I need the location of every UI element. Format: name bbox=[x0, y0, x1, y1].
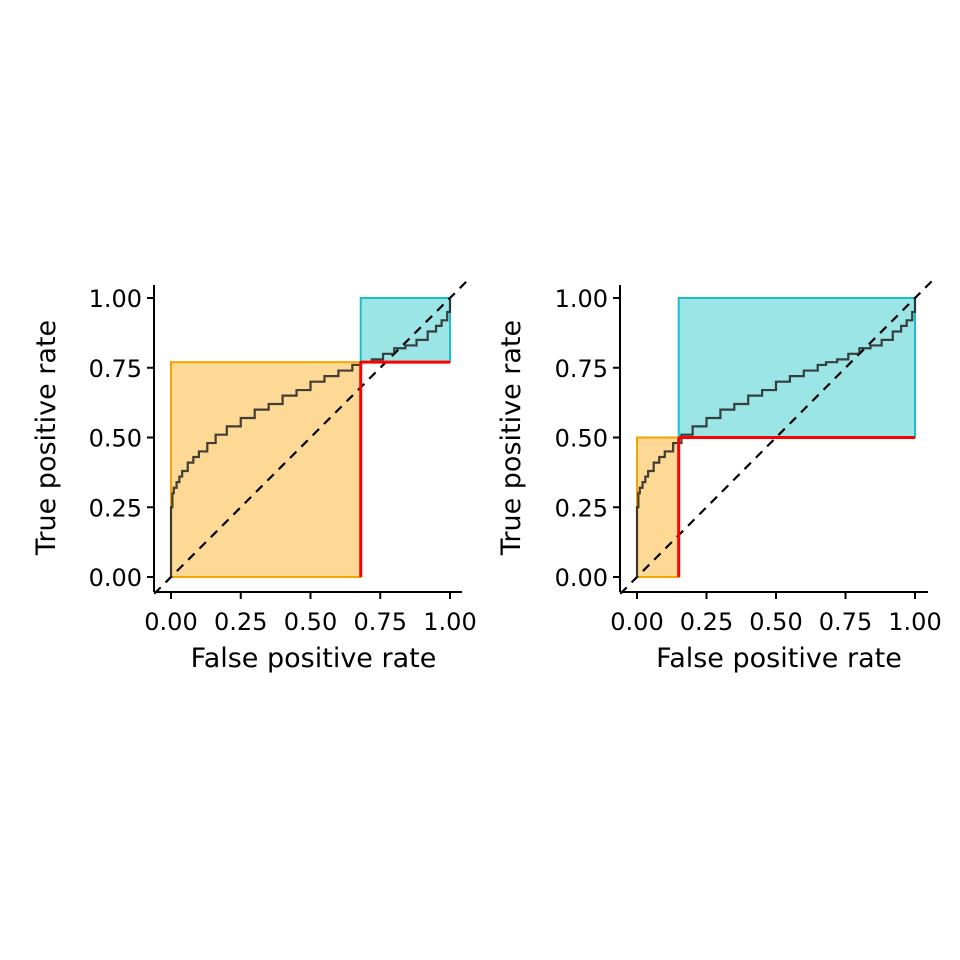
roc-curve bbox=[635, 298, 917, 577]
roc-panel-2: 0.00 0.25 0.50 0.75 1.00 0.00 0.25 0.50 0.75 1.00… bbox=[496, 280, 942, 674]
y-tick-label: 0.75 bbox=[89, 355, 142, 383]
x-tick-label: 1.00 bbox=[423, 608, 476, 636]
roc-panel-1: 0.00 0.25 0.50 0.75 1.00 0.00 0.25 0.50 0.75 1.00… bbox=[31, 280, 477, 674]
y-tick-label: 0.00 bbox=[89, 564, 142, 592]
y-tick-label: 1.00 bbox=[555, 285, 608, 313]
y-tick-label: 1.00 bbox=[89, 285, 142, 313]
y-tick-label: 0.25 bbox=[555, 494, 608, 522]
upper-region bbox=[677, 297, 917, 439]
x-tick-label: 0.50 bbox=[284, 608, 337, 636]
diagonal-reference-line bbox=[153, 280, 468, 595]
x-tick-label: 0.25 bbox=[214, 608, 267, 636]
y-tick-label: 0.25 bbox=[89, 494, 142, 522]
x-tick-label: 0.75 bbox=[354, 608, 407, 636]
y-tick-label: 0.75 bbox=[555, 355, 608, 383]
x-axis-title: False positive rate bbox=[656, 643, 902, 674]
y-axis-title: True positive rate bbox=[31, 320, 62, 556]
y-tick-label: 0.50 bbox=[89, 425, 142, 453]
x-axis-title: False positive rate bbox=[191, 643, 437, 674]
y-tick-label: 0.50 bbox=[555, 425, 608, 453]
x-tick-label: 1.00 bbox=[888, 608, 941, 636]
x-tick-label: 0.25 bbox=[680, 608, 733, 636]
x-tick-label: 0.00 bbox=[144, 608, 197, 636]
y-tick-label: 0.00 bbox=[555, 564, 608, 592]
x-tick-label: 0.50 bbox=[749, 608, 802, 636]
roc-curve bbox=[169, 298, 452, 577]
x-tick-label: 0.75 bbox=[819, 608, 872, 636]
lower-region bbox=[170, 361, 362, 579]
y-axis-title: True positive rate bbox=[496, 320, 527, 556]
x-tick-label: 0.00 bbox=[610, 608, 663, 636]
